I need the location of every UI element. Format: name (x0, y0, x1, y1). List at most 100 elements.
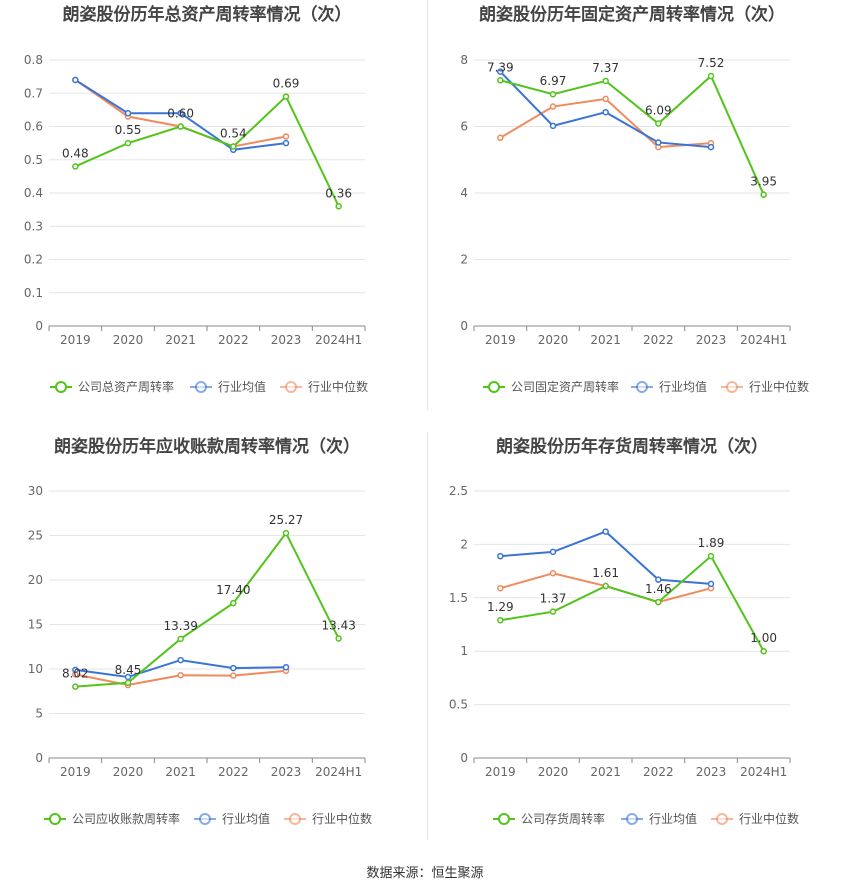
data-label: 1.00 (750, 631, 777, 645)
data-point-0 (335, 635, 342, 642)
data-point-0 (655, 598, 662, 606)
data-point-0 (282, 93, 290, 100)
data-point-0 (335, 203, 342, 210)
data-point-1 (655, 139, 662, 146)
fixed-asset-turnover-chart: 朗姿股份历年固定资产周转率情况（次） 0 2 4 6 8 2019 2020 2021 2022 2… (460, 4, 809, 394)
vertical-divider-bottom (427, 432, 428, 840)
data-point-1 (124, 109, 132, 117)
data-point-1 (124, 673, 132, 681)
data-label: 3.95 (750, 175, 777, 189)
x-tick-label: 2019 (60, 765, 91, 779)
data-point-0 (230, 599, 237, 607)
y-tick-label: 4 (460, 186, 468, 200)
legend-swatch-marker (55, 381, 67, 393)
y-tick-label: 20 (28, 573, 43, 587)
legend-label: 行业均值 (218, 379, 266, 394)
x-tick-label: 2020 (113, 765, 144, 779)
data-point-0 (282, 529, 290, 537)
x-tick-label: 2021 (165, 333, 196, 347)
x-tick-label: 2023 (696, 765, 727, 779)
x-tick-label: 2021 (590, 333, 621, 347)
data-point-0 (177, 635, 184, 643)
data-point-2 (497, 134, 504, 142)
series-line-0 (500, 74, 765, 196)
legend-swatch-marker (498, 813, 510, 825)
data-label: 6.09 (645, 104, 672, 118)
data-point-2 (549, 103, 557, 110)
data-point-0 (602, 582, 609, 590)
y-tick-label: 0.6 (24, 120, 43, 134)
legend-label: 行业均值 (649, 811, 697, 826)
data-label: 1.29 (487, 600, 514, 614)
x-tick-label: 2022 (643, 333, 674, 347)
legend-swatch-marker (195, 381, 207, 393)
y-tick-label: 2 (460, 537, 468, 551)
receivables-turnover-chart: 朗姿股份历年应收账款周转率情况（次） 0 5 10 15 20 25 30 2019 2020 20… (28, 436, 372, 826)
data-point-2 (230, 672, 237, 679)
data-point-1 (549, 122, 557, 130)
data-label: 0.54 (220, 126, 247, 140)
legend-swatch-marker (626, 813, 638, 825)
legend-swatch-marker (199, 813, 211, 825)
inventory-turnover-chart: 朗姿股份历年存货周转率情况（次） 0 0.5 1 1.5 2 2.5 2019 2020 2021… (449, 436, 799, 826)
y-tick-label: 0.5 (24, 153, 43, 167)
x-tick-label: 2023 (696, 333, 727, 347)
total-asset-turnover-chart: 朗姿股份历年总资产周转率情况（次） 0 0.1 0.2 0.3 0.4 0.5 0.6 0.7 0… (24, 4, 368, 394)
data-point-1 (72, 76, 79, 84)
data-label: 6.97 (540, 74, 567, 88)
data-source-label: 数据来源：恒生聚源 (366, 866, 484, 881)
data-point-0 (497, 616, 504, 624)
legend-swatch-marker (285, 381, 297, 393)
y-tick-label: 0.8 (24, 53, 43, 67)
legend-label: 行业中位数 (739, 811, 799, 826)
x-tick-label: 2020 (538, 765, 569, 779)
data-label: 1.46 (645, 582, 672, 596)
data-label: 7.37 (592, 61, 619, 75)
y-tick-label: 0.7 (24, 86, 43, 100)
series-line-0 (75, 531, 340, 688)
y-tick-label: 30 (28, 484, 43, 498)
legend-label: 行业中位数 (312, 811, 372, 826)
series-line-0 (74, 94, 340, 207)
series-line-0 (500, 554, 765, 652)
x-tick-label: 2019 (485, 333, 516, 347)
legend-label: 公司存货周转率 (521, 811, 605, 826)
y-tick-label: 0 (35, 319, 43, 333)
data-point-0 (602, 77, 609, 85)
data-label: 8.02 (62, 667, 89, 681)
x-tick-label: 2024H1 (740, 333, 787, 347)
data-point-2 (602, 95, 609, 103)
chart-title: 朗姿股份历年存货周转率情况（次） (496, 436, 768, 457)
y-tick-label: 0.2 (24, 253, 43, 267)
data-label: 0.55 (115, 123, 142, 137)
chart-title: 朗姿股份历年总资产周转率情况（次） (63, 4, 352, 25)
data-label: 1.89 (698, 536, 725, 550)
data-point-1 (72, 666, 79, 674)
data-label: 8.45 (115, 663, 142, 677)
y-tick-label: 0 (460, 319, 468, 333)
data-point-0 (655, 120, 662, 127)
y-tick-label: 2 (460, 253, 468, 267)
chart-title: 朗姿股份历年固定资产周转率情况（次） (479, 4, 785, 25)
data-point-0 (124, 679, 132, 687)
data-label: 1.37 (540, 592, 567, 606)
data-point-0 (707, 72, 715, 80)
y-tick-label: 25 (28, 529, 43, 543)
y-tick-label: 6 (460, 120, 468, 134)
y-tick-label: 5 (35, 707, 43, 721)
legend-label: 公司总资产周转率 (78, 379, 174, 394)
legend-label: 行业均值 (222, 811, 270, 826)
data-point-1 (497, 68, 504, 75)
x-tick-label: 2020 (538, 333, 569, 347)
x-tick-label: 2024H1 (315, 333, 362, 347)
y-tick-label: 1 (460, 644, 468, 658)
legend-swatch-marker (636, 381, 648, 393)
y-tick-label: 0 (35, 751, 43, 765)
legend-label: 行业中位数 (308, 379, 368, 394)
data-point-1 (655, 576, 662, 583)
data-point-0 (497, 77, 504, 84)
legend-swatch-marker (488, 381, 500, 393)
chart-title: 朗姿股份历年应收账款周转率情况（次） (54, 436, 360, 457)
x-tick-label: 2024H1 (315, 765, 362, 779)
y-tick-label: 0.3 (24, 219, 43, 233)
